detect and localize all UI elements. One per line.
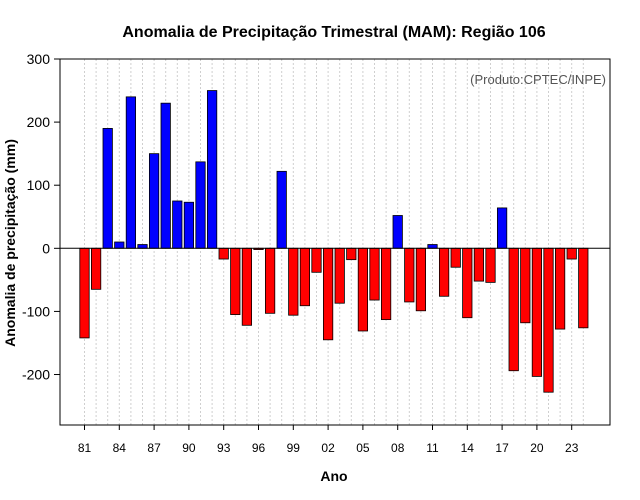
y-tick-label: 300 <box>27 51 51 67</box>
bar-2011 <box>427 244 438 249</box>
x-tick-label: 90 <box>182 441 196 455</box>
bar-2024 <box>578 247 589 329</box>
x-tick-label: 05 <box>356 441 370 455</box>
bar-1987 <box>148 153 160 249</box>
chart-title: Anomalia de Precipitação Trimestral (MAM… <box>122 24 545 41</box>
bar-1982 <box>91 247 102 290</box>
bar-2009 <box>404 247 415 303</box>
bar-2018 <box>508 247 519 372</box>
bar-2006 <box>369 247 380 301</box>
y-tick-label: 200 <box>27 114 51 130</box>
bar-1999 <box>288 247 299 316</box>
y-tick-label: -200 <box>22 367 50 383</box>
bar-2014 <box>462 247 473 319</box>
x-tick-label: 81 <box>78 441 92 455</box>
bar-2016 <box>485 247 496 283</box>
bar-1995 <box>241 247 252 326</box>
bar-1998 <box>276 170 287 249</box>
x-tick-label: 14 <box>461 441 475 455</box>
bar-2022 <box>555 247 566 330</box>
bar-1984 <box>114 241 125 249</box>
bar-2007 <box>380 247 392 321</box>
x-tick-label: 20 <box>530 441 544 455</box>
x-tick-label: 96 <box>252 441 266 455</box>
bars-group <box>79 90 589 393</box>
x-tick-label: 23 <box>565 441 579 455</box>
bar-2017 <box>496 207 508 249</box>
bar-2000 <box>299 247 311 307</box>
vertical-gridlines <box>84 59 584 425</box>
bar-1993 <box>218 247 229 260</box>
bar-2015 <box>473 247 485 282</box>
x-tick-label: 11 <box>426 441 439 455</box>
bar-1994 <box>230 247 241 315</box>
bar-2004 <box>346 247 357 261</box>
bar-2019 <box>520 247 531 324</box>
bar-1991 <box>195 161 206 249</box>
x-tick-label: 99 <box>287 441 301 455</box>
x-tick-label: 02 <box>321 441 335 455</box>
x-tick-label: 84 <box>113 441 127 455</box>
bar-2012 <box>438 247 450 297</box>
y-axis-label: Anomalia de precipitação (mm) <box>2 139 18 347</box>
product-credit: (Produto:CPTEC/INPE) <box>470 72 606 87</box>
x-tick-label: 17 <box>495 441 509 455</box>
plot-frame <box>59 58 611 426</box>
bar-1992 <box>206 90 218 249</box>
y-axis: -200 -100 0 100 200 300 <box>22 51 60 383</box>
bar-1981 <box>79 247 90 339</box>
bar-2020 <box>531 247 543 377</box>
x-tick-label: 87 <box>147 441 161 455</box>
bar-2010 <box>415 247 427 312</box>
bar-1983 <box>102 128 113 249</box>
bar-1997 <box>264 247 276 314</box>
bar-1988 <box>160 102 171 249</box>
bar-1989 <box>172 200 183 249</box>
bar-2003 <box>334 247 345 304</box>
bar-1986 <box>137 244 148 249</box>
bar-2008 <box>392 215 403 249</box>
bar-2021 <box>543 247 554 393</box>
x-axis: 81 84 87 90 93 96 99 02 05 08 11 14 17 20 23 <box>78 425 579 455</box>
bar-2005 <box>357 247 369 332</box>
x-axis-label: Ano <box>320 468 347 484</box>
bar-2013 <box>450 247 461 268</box>
bar-2001 <box>311 247 322 273</box>
bar-1990 <box>183 201 194 249</box>
y-tick-label: 0 <box>42 240 50 256</box>
y-tick-label: -100 <box>22 303 50 319</box>
bar-2002 <box>322 247 334 341</box>
x-tick-label: 08 <box>391 441 405 455</box>
bar-1985 <box>125 96 136 249</box>
x-tick-label: 93 <box>217 441 231 455</box>
bar-2023 <box>566 247 577 260</box>
y-tick-label: 100 <box>27 177 51 193</box>
